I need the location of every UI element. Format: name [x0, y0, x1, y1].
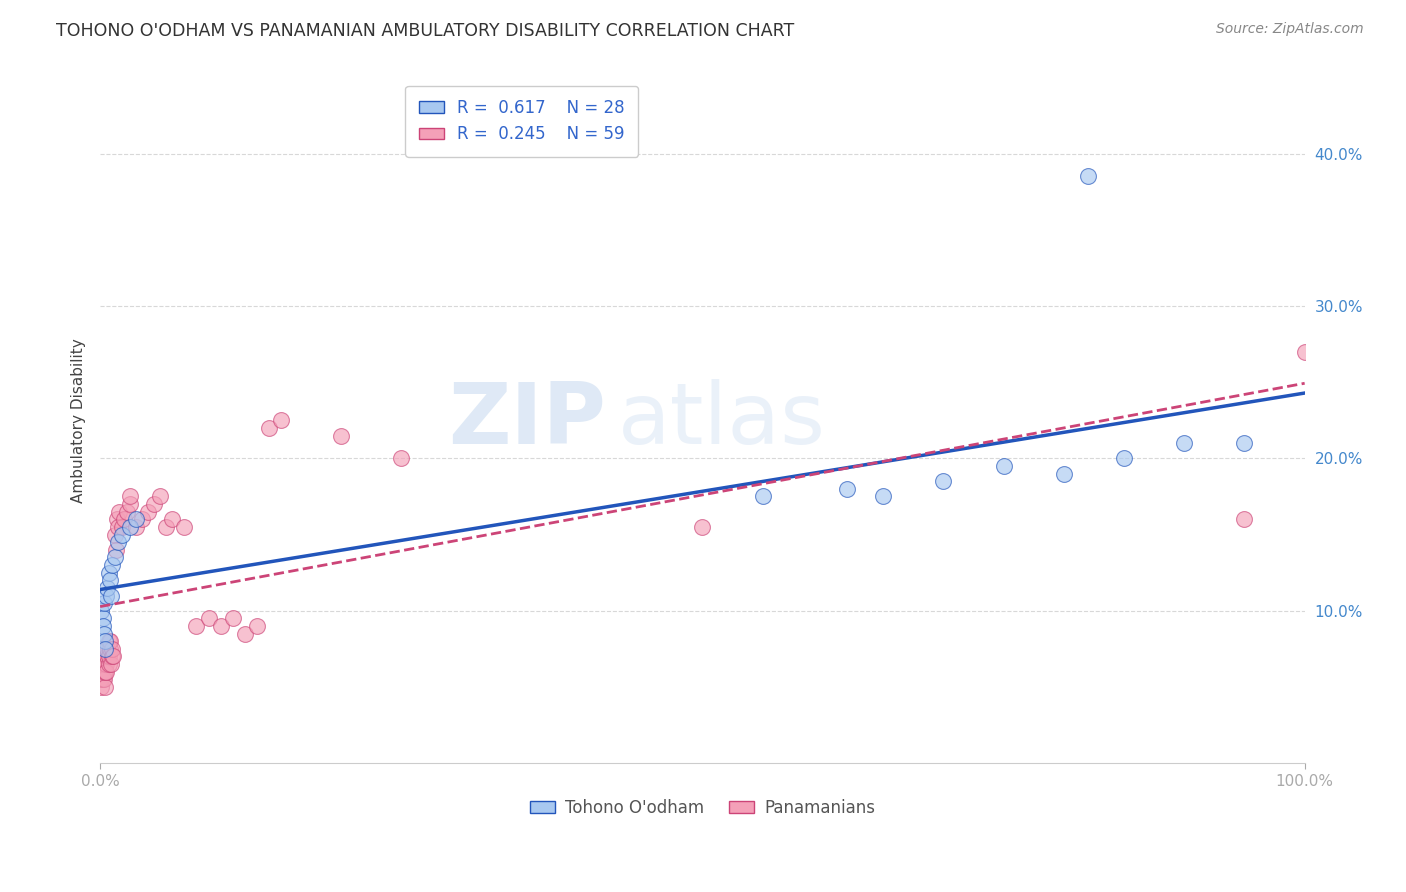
Point — [125, 512, 148, 526]
Point — [94, 665, 117, 679]
Point — [107, 520, 129, 534]
Point — [692, 520, 714, 534]
Point — [143, 497, 166, 511]
Point — [111, 527, 134, 541]
Point — [94, 589, 117, 603]
Point — [246, 619, 269, 633]
Y-axis label: Ambulatory Disability: Ambulatory Disability — [72, 338, 86, 503]
Point — [97, 566, 120, 580]
Point — [90, 673, 112, 687]
Point — [100, 657, 122, 671]
Point — [103, 649, 125, 664]
Point — [751, 490, 773, 504]
Point — [97, 657, 120, 671]
Point — [162, 512, 184, 526]
Text: Source: ZipAtlas.com: Source: ZipAtlas.com — [1216, 22, 1364, 37]
Point — [270, 413, 292, 427]
Point — [197, 611, 219, 625]
Point — [173, 520, 195, 534]
Point — [94, 641, 117, 656]
Legend: Tohono O'odham, Panamanians: Tohono O'odham, Panamanians — [523, 792, 882, 823]
Point — [1233, 512, 1256, 526]
Point — [1112, 451, 1135, 466]
Point — [94, 641, 117, 656]
Point — [90, 604, 112, 618]
Point — [932, 475, 955, 489]
Point — [90, 680, 112, 694]
Point — [91, 611, 114, 625]
Point — [835, 482, 858, 496]
Point — [97, 634, 120, 648]
Point — [1233, 436, 1256, 450]
Point — [100, 589, 122, 603]
Text: atlas: atlas — [619, 379, 827, 462]
Point — [91, 673, 114, 687]
Point — [91, 649, 114, 664]
Point — [96, 641, 118, 656]
Point — [993, 458, 1015, 473]
Point — [131, 512, 153, 526]
Point — [93, 657, 115, 671]
Point — [149, 490, 172, 504]
Point — [1294, 344, 1316, 359]
Point — [94, 657, 117, 671]
Point — [107, 535, 129, 549]
Point — [94, 657, 117, 671]
Point — [96, 581, 118, 595]
Point — [120, 490, 142, 504]
Point — [93, 665, 115, 679]
Point — [101, 649, 124, 664]
Point — [96, 649, 118, 664]
Point — [120, 497, 142, 511]
Point — [233, 626, 256, 640]
Point — [112, 512, 135, 526]
Point — [91, 619, 114, 633]
Point — [94, 665, 117, 679]
Point — [209, 619, 232, 633]
Point — [389, 451, 412, 466]
Point — [93, 673, 115, 687]
Point — [94, 634, 117, 648]
Point — [90, 665, 112, 679]
Point — [103, 527, 125, 541]
Point — [136, 505, 159, 519]
Point — [93, 649, 115, 664]
Point — [872, 490, 894, 504]
Point — [330, 428, 353, 442]
Point — [1053, 467, 1076, 481]
Point — [93, 596, 115, 610]
Point — [98, 574, 121, 588]
Point — [94, 680, 117, 694]
Point — [1077, 169, 1099, 184]
Text: ZIP: ZIP — [449, 379, 606, 462]
Point — [94, 649, 117, 664]
Point — [105, 512, 128, 526]
Point — [155, 520, 177, 534]
Point — [98, 634, 121, 648]
Point — [101, 641, 124, 656]
Point — [91, 657, 114, 671]
Text: TOHONO O'ODHAM VS PANAMANIAN AMBULATORY DISABILITY CORRELATION CHART: TOHONO O'ODHAM VS PANAMANIAN AMBULATORY … — [56, 22, 794, 40]
Point — [101, 558, 124, 572]
Point — [186, 619, 208, 633]
Point — [120, 520, 142, 534]
Point — [221, 611, 243, 625]
Point — [1173, 436, 1195, 450]
Point — [103, 550, 125, 565]
Point — [108, 505, 131, 519]
Point — [115, 505, 138, 519]
Point — [93, 626, 115, 640]
Point — [125, 520, 148, 534]
Point — [257, 421, 280, 435]
Point — [97, 649, 120, 664]
Point — [104, 542, 127, 557]
Point — [111, 520, 134, 534]
Point — [98, 641, 121, 656]
